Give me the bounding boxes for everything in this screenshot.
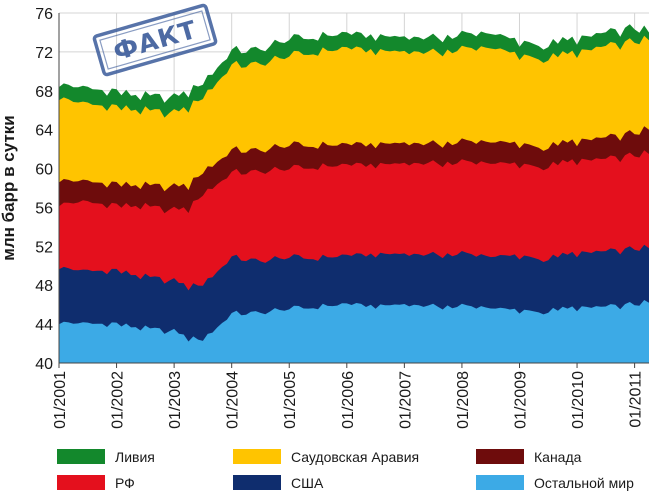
x-tick-label: 01/2008 [455, 371, 472, 429]
area-series-group [59, 24, 649, 363]
x-tick-label: 01/2001 [52, 371, 69, 429]
x-tick-label: 01/2005 [282, 371, 299, 429]
legend-label: Остальной мир [534, 475, 634, 491]
legend-swatch [57, 475, 105, 490]
legend-label: РФ [115, 475, 135, 491]
legend: Ливия Саудовская Аравия Канада РФ США Остальн… [57, 449, 634, 491]
legend-label: США [291, 475, 324, 491]
legend-swatch [57, 449, 105, 464]
legend-label: Ливия [115, 449, 155, 465]
x-tick-label: 01/2002 [110, 371, 127, 429]
area-0 [59, 300, 649, 363]
y-tick-label: 72 [35, 45, 53, 62]
y-tick-label: 56 [35, 200, 53, 217]
fakt-stamp: ФАКТ [92, 3, 218, 77]
x-tick-label: 01/2010 [570, 371, 587, 429]
legend-label: Саудовская Аравия [291, 449, 419, 465]
y-tick-label: 40 [35, 356, 53, 373]
x-tick-label: 01/2003 [167, 371, 184, 429]
y-axis-label: млн барр в сутки [0, 115, 18, 260]
axes [58, 13, 649, 364]
y-tick-label: 64 [35, 123, 53, 140]
x-tick-label: 01/2006 [340, 371, 357, 429]
legend-swatch [476, 475, 524, 490]
stamp-border [92, 3, 218, 77]
x-tick-label: 01/2011 [628, 371, 645, 428]
x-tick-label: 01/2007 [397, 371, 414, 429]
x-tick-label: 01/2004 [225, 371, 242, 429]
legend-swatch [476, 449, 524, 464]
y-tick-label: 44 [35, 317, 53, 334]
y-tick-label: 68 [35, 84, 53, 101]
stamp-text: ФАКТ [110, 15, 200, 66]
y-tick-labels: 40 44 48 52 56 60 64 68 72 76 [35, 6, 53, 373]
legend-label: Канада [534, 449, 582, 465]
x-tick-label: 01/2009 [512, 371, 529, 429]
legend-swatch [233, 449, 281, 464]
y-tick-label: 76 [35, 6, 53, 23]
y-tick-label: 60 [35, 162, 53, 179]
stamp-inner-border [99, 10, 211, 70]
y-tick-label: 52 [35, 239, 53, 256]
y-tick-label: 48 [35, 278, 53, 295]
legend-swatch [233, 475, 281, 490]
x-tick-labels: 01/2001 01/2002 01/2003 01/2004 01/2005 01/20… [52, 363, 645, 429]
